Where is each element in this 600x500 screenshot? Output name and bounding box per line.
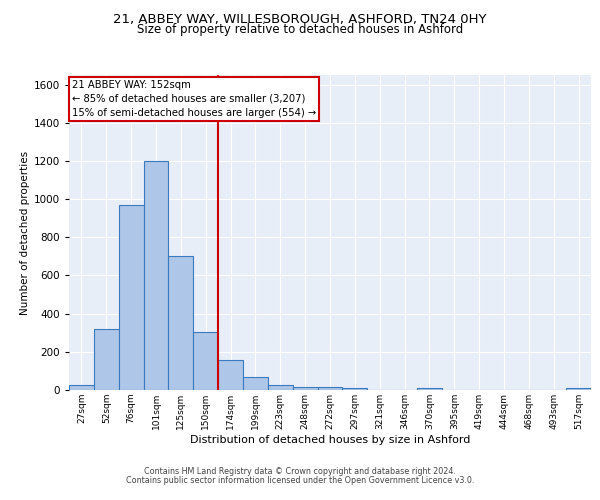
Bar bbox=[243, 376, 268, 390]
Bar bbox=[94, 329, 119, 390]
Bar bbox=[69, 384, 94, 390]
Bar bbox=[343, 388, 367, 390]
Text: 21, ABBEY WAY, WILLESBOROUGH, ASHFORD, TN24 0HY: 21, ABBEY WAY, WILLESBOROUGH, ASHFORD, T… bbox=[113, 12, 487, 26]
Text: Size of property relative to detached houses in Ashford: Size of property relative to detached ho… bbox=[137, 22, 463, 36]
Y-axis label: Number of detached properties: Number of detached properties bbox=[20, 150, 29, 314]
Bar bbox=[119, 205, 143, 390]
Bar bbox=[566, 388, 591, 390]
Bar bbox=[417, 388, 442, 390]
Bar bbox=[317, 387, 343, 390]
Bar bbox=[193, 332, 218, 390]
X-axis label: Distribution of detached houses by size in Ashford: Distribution of detached houses by size … bbox=[190, 434, 470, 444]
Bar bbox=[218, 360, 243, 390]
Text: Contains HM Land Registry data © Crown copyright and database right 2024.: Contains HM Land Registry data © Crown c… bbox=[144, 467, 456, 476]
Bar bbox=[293, 386, 317, 390]
Bar bbox=[268, 384, 293, 390]
Text: 21 ABBEY WAY: 152sqm
← 85% of detached houses are smaller (3,207)
15% of semi-de: 21 ABBEY WAY: 152sqm ← 85% of detached h… bbox=[71, 80, 316, 118]
Bar bbox=[169, 256, 193, 390]
Bar bbox=[143, 161, 169, 390]
Text: Contains public sector information licensed under the Open Government Licence v3: Contains public sector information licen… bbox=[126, 476, 474, 485]
